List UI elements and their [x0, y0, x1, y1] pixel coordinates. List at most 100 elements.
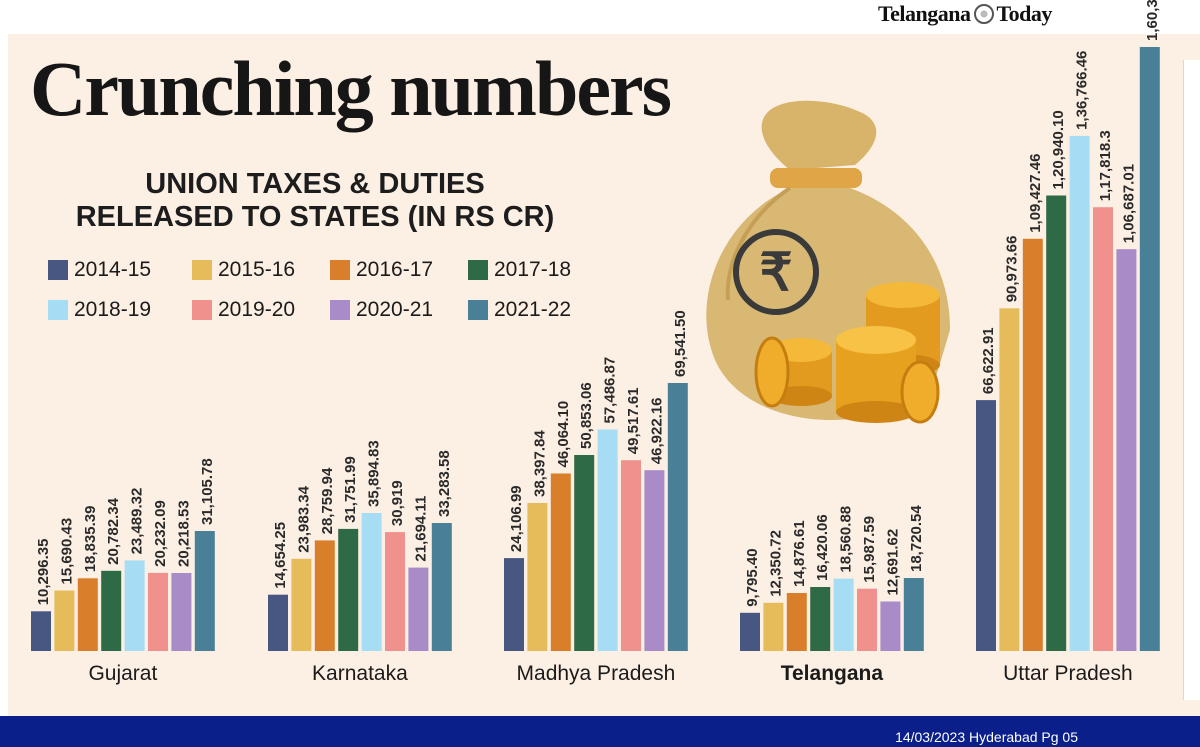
value-label-madhya-pradesh-2017-18: 50,853.06 [578, 382, 595, 449]
bar-telangana-2018-19 [833, 578, 854, 651]
footer-bar: 14/03/2023 Hyderabad Pg 05 [0, 716, 1200, 747]
legend-label: 2019-20 [218, 298, 296, 321]
chart-bars [31, 47, 1160, 652]
bar-uttar-pradesh-2020-21 [1116, 249, 1137, 651]
legend-label: 2014-15 [74, 258, 152, 281]
svg-text:₹: ₹ [759, 244, 792, 302]
value-label-uttar-pradesh-2016-17: 1,09,427.46 [1027, 154, 1044, 233]
value-label-uttar-pradesh-2019-20: 1,17,818.3 [1097, 130, 1114, 201]
bar-telangana-2014-15 [740, 612, 760, 651]
value-label-karnataka-2017-18: 31,751.99 [342, 456, 359, 523]
chart-value-labels: 10,296.35 15,690.43 18,835.39 20,782.34 23,4… [35, 0, 1161, 607]
value-label-uttar-pradesh-2014-15: 66,622.91 [980, 327, 997, 394]
value-label-uttar-pradesh-2020-21: 1,06,687.01 [1120, 164, 1137, 243]
legend-label: 2015-16 [218, 258, 296, 281]
bar-karnataka-2015-16 [291, 558, 312, 651]
legend-label: 2018-19 [74, 298, 152, 321]
category-label-karnataka: Karnataka [312, 662, 408, 685]
legend-swatch [468, 300, 488, 320]
legend-label: 2020-21 [356, 298, 434, 321]
coin-stack-icon [754, 282, 940, 424]
legend-swatch [330, 260, 350, 280]
bar-gujarat-2014-15 [31, 611, 51, 651]
adjacent-page-edge [1183, 60, 1200, 700]
category-label-madhya-pradesh: Madhya Pradesh [517, 662, 676, 685]
legend-item-2019-20: 2019-20 [192, 298, 295, 322]
value-label-madhya-pradesh-2016-17: 46,064.10 [555, 401, 572, 468]
footer-dateline: 14/03/2023 Hyderabad Pg 05 [895, 729, 1078, 745]
legend-label: 2021-22 [494, 298, 572, 321]
value-label-telangana-2017-18: 16,420.06 [814, 514, 831, 581]
bar-karnataka-2020-21 [408, 567, 429, 651]
legend-item-2017-18: 2017-18 [468, 258, 571, 282]
legend-item-2016-17: 2016-17 [330, 258, 433, 282]
bar-madhya-pradesh-2020-21 [644, 470, 665, 651]
value-label-uttar-pradesh-2018-19: 1,36,766.46 [1074, 51, 1091, 130]
bar-karnataka-2021-22 [431, 523, 452, 651]
value-label-karnataka-2021-22: 33,283.58 [436, 450, 453, 517]
bar-uttar-pradesh-2015-16 [999, 308, 1020, 651]
value-label-madhya-pradesh-2018-19: 57,486.87 [602, 357, 619, 424]
bar-gujarat-2015-16 [54, 590, 75, 651]
value-label-telangana-2015-16: 12,350.72 [767, 530, 784, 597]
bar-karnataka-2017-18 [338, 528, 359, 651]
legend-label: 2016-17 [356, 258, 434, 281]
legend-item-2014-15: 2014-15 [48, 258, 151, 282]
value-label-gujarat-2016-17: 18,835.39 [82, 506, 99, 573]
value-label-telangana-2019-20: 15,987.59 [861, 516, 878, 583]
masthead-brand-left: Telangana [878, 1, 971, 26]
value-label-gujarat-2020-21: 20,218.53 [175, 500, 192, 567]
bar-telangana-2017-18 [810, 587, 831, 651]
bar-gujarat-2021-22 [194, 531, 215, 651]
bar-telangana-2020-21 [880, 601, 901, 651]
legend-item-2018-19: 2018-19 [48, 298, 151, 322]
bar-telangana-2015-16 [763, 602, 784, 651]
masthead-logo: Telangana Today [878, 1, 1052, 27]
bar-gujarat-2020-21 [171, 573, 192, 651]
value-label-uttar-pradesh-2021-22: 1,60,358.05 [1144, 0, 1161, 41]
value-label-karnataka-2015-16: 23,983.34 [295, 485, 312, 552]
value-label-gujarat-2017-18: 20,782.34 [105, 497, 122, 564]
bar-uttar-pradesh-2014-15 [976, 400, 996, 651]
bar-gujarat-2016-17 [77, 578, 98, 651]
bar-uttar-pradesh-2021-22 [1139, 47, 1160, 651]
value-label-karnataka-2018-19: 35,894.83 [366, 440, 383, 507]
value-label-karnataka-2019-20: 30,919 [389, 480, 406, 526]
value-label-karnataka-2016-17: 28,759.94 [319, 467, 336, 534]
value-label-madhya-pradesh-2019-20: 49,517.61 [625, 387, 642, 454]
value-label-telangana-2014-15: 9,795.40 [744, 548, 761, 606]
legend-item-2015-16: 2015-16 [192, 258, 295, 282]
chart-title-line-2: RELEASED TO STATES (IN RS CR) [75, 201, 555, 233]
bar-gujarat-2019-20 [148, 572, 168, 651]
legend-swatch [192, 300, 212, 320]
bar-gujarat-2017-18 [101, 570, 122, 651]
bar-madhya-pradesh-2018-19 [597, 429, 618, 651]
bar-madhya-pradesh-2017-18 [574, 455, 595, 651]
legend-swatch [48, 300, 68, 320]
value-label-telangana-2021-22: 18,720.54 [908, 505, 925, 572]
chart-category-labels: Gujarat Karnataka Madhya Pradesh Telangana U… [88, 662, 1132, 685]
value-label-uttar-pradesh-2015-16: 90,973.66 [1003, 236, 1020, 303]
bar-uttar-pradesh-2019-20 [1093, 207, 1113, 651]
bar-uttar-pradesh-2016-17 [1022, 238, 1043, 652]
value-label-telangana-2020-21: 12,691.62 [884, 529, 901, 596]
legend-item-2021-22: 2021-22 [468, 298, 571, 322]
bar-madhya-pradesh-2021-22 [667, 383, 688, 651]
category-label-gujarat: Gujarat [88, 662, 157, 685]
category-label-telangana: Telangana [781, 662, 884, 685]
emblem-icon [973, 4, 994, 24]
bar-madhya-pradesh-2014-15 [504, 558, 524, 651]
value-label-gujarat-2018-19: 23,489.32 [129, 488, 146, 555]
value-label-telangana-2016-17: 14,876.61 [791, 520, 808, 587]
bar-telangana-2021-22 [903, 578, 924, 651]
legend-item-2020-21: 2020-21 [330, 298, 433, 322]
value-label-madhya-pradesh-2020-21: 46,922.16 [648, 397, 665, 464]
bar-madhya-pradesh-2019-20 [621, 460, 641, 651]
bar-karnataka-2019-20 [385, 532, 405, 651]
legend-swatch [468, 260, 488, 280]
value-label-madhya-pradesh-2015-16: 38,397.84 [531, 430, 548, 497]
bar-telangana-2019-20 [857, 588, 877, 651]
legend-swatch [330, 300, 350, 320]
value-label-gujarat-2019-20: 20,232.09 [152, 500, 169, 567]
value-label-karnataka-2020-21: 21,694.11 [412, 496, 429, 562]
